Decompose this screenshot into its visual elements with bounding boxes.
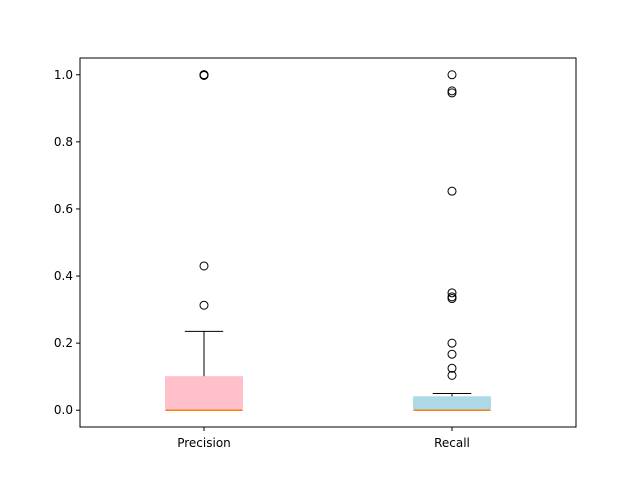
outlier-point [199,300,209,310]
box-recall [413,70,491,411]
x-tick-label: Precision [177,436,231,450]
y-tick-label: 0.6 [54,202,73,216]
box-iqr [165,376,243,411]
outlier-point [447,370,457,380]
plot-frame [79,57,577,428]
outlier-point [447,349,457,359]
outlier-point [447,338,457,348]
y-tick-label: 0.8 [54,135,73,149]
outlier-point [447,292,457,302]
x-tick-label: Recall [434,436,470,450]
y-axis: 0.0 0.2 0.4 0.6 0.8 1.0 [54,68,80,417]
y-tick-label: 0.2 [54,336,73,350]
outlier-point [447,186,457,196]
box-iqr [413,396,491,411]
outlier-point [447,363,457,373]
outlier-point [199,70,209,80]
outlier-point [447,288,457,298]
outlier-point [447,70,457,80]
box-precision [165,70,243,411]
outlier-point [199,261,209,271]
y-tick-label: 0.0 [54,403,73,417]
y-tick-label: 0.4 [54,269,73,283]
plot-area [165,70,491,411]
x-axis: Precision Recall [177,427,470,450]
outlier-point [447,86,457,96]
y-tick-label: 1.0 [54,68,73,82]
